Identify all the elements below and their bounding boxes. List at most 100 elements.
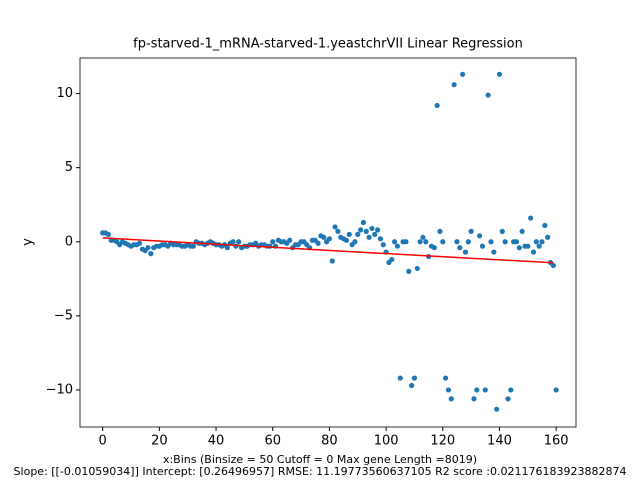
data-point [457, 245, 463, 251]
data-point [375, 227, 381, 233]
data-point [380, 242, 386, 248]
x-axis-label: x:Bins (Binsize = 50 Cutoff = 0 Max gene… [163, 453, 477, 466]
data-point [236, 239, 242, 245]
data-point [224, 245, 230, 251]
x-axis-label: Slope: [[-0.01059034]] Intercept: [0.264… [14, 465, 627, 478]
regression-line [102, 237, 554, 264]
data-point [190, 243, 196, 249]
data-point [145, 245, 151, 251]
data-point [406, 268, 412, 274]
data-point [366, 234, 372, 240]
data-point [148, 251, 154, 257]
data-point [539, 239, 545, 245]
data-point [409, 382, 415, 389]
data-point [445, 387, 452, 393]
y-axis-label: y [21, 238, 36, 246]
data-point [315, 240, 321, 246]
data-point [411, 375, 418, 381]
data-point [505, 396, 511, 402]
data-point [468, 228, 474, 234]
data-point [542, 222, 548, 229]
chart-title: fp-starved-1_mRNA-starved-1.yeastchrVII … [133, 37, 523, 52]
data-point [536, 243, 542, 249]
data-point [377, 236, 384, 242]
data-point [465, 239, 471, 245]
data-point [270, 239, 276, 245]
data-point [553, 387, 559, 393]
data-point [508, 387, 514, 393]
x-tick-label: 0 [99, 434, 107, 449]
data-point [397, 375, 403, 381]
data-point [474, 387, 480, 393]
data-point [533, 239, 539, 245]
data-point [471, 396, 477, 402]
data-point [513, 239, 520, 245]
data-point [394, 243, 401, 249]
data-point [496, 71, 503, 77]
data-point [355, 231, 361, 237]
data-point [392, 239, 398, 245]
data-point [329, 258, 335, 264]
data-point [451, 82, 457, 88]
data-point [437, 228, 443, 234]
data-point [389, 256, 395, 263]
data-point [363, 228, 369, 234]
x-tick-label: 140 [487, 434, 512, 449]
x-tick-label: 100 [374, 434, 399, 449]
x-tick-label: 60 [264, 434, 281, 449]
data-point [335, 228, 341, 234]
data-point [423, 239, 429, 245]
data-point [360, 219, 367, 226]
y-tick-label: −10 [46, 382, 73, 397]
data-point [326, 236, 333, 242]
data-point [545, 234, 551, 240]
data-point [448, 396, 454, 402]
data-point [332, 224, 338, 230]
data-point [528, 215, 534, 221]
data-point [352, 239, 358, 245]
data-point [346, 231, 352, 237]
x-tick-label: 80 [321, 434, 338, 449]
data-point [267, 243, 273, 249]
data-point [233, 243, 239, 249]
x-tick-label: 120 [430, 434, 455, 449]
data-point [460, 71, 466, 77]
plot-frame [79, 57, 577, 428]
data-point [443, 375, 449, 381]
data-point [414, 265, 420, 272]
data-point [491, 249, 497, 255]
data-point [431, 245, 437, 251]
data-point [287, 237, 293, 243]
data-point [357, 227, 364, 233]
data-point [417, 239, 423, 245]
data-point [403, 239, 409, 245]
data-point [105, 231, 111, 237]
data-point [343, 237, 350, 243]
data-point [502, 239, 508, 245]
y-tick-label: 10 [56, 86, 73, 101]
y-tick-label: −5 [54, 308, 73, 323]
data-point [499, 228, 505, 234]
data-point [462, 249, 469, 255]
data-point [485, 92, 491, 98]
data-point [372, 231, 378, 237]
data-point [494, 406, 500, 412]
y-tick-label: 5 [65, 160, 73, 175]
data-point [136, 240, 143, 246]
data-point [434, 102, 440, 109]
data-point [525, 243, 531, 249]
data-point [477, 233, 483, 239]
data-point [488, 239, 494, 245]
x-tick-label: 40 [208, 434, 225, 449]
data-point [440, 239, 446, 245]
data-point [482, 387, 488, 393]
data-point [516, 245, 522, 251]
data-point [519, 228, 525, 234]
data-point [530, 249, 537, 255]
data-point [230, 239, 236, 245]
data-point [369, 225, 375, 232]
data-point [454, 239, 460, 245]
data-point [420, 234, 426, 240]
